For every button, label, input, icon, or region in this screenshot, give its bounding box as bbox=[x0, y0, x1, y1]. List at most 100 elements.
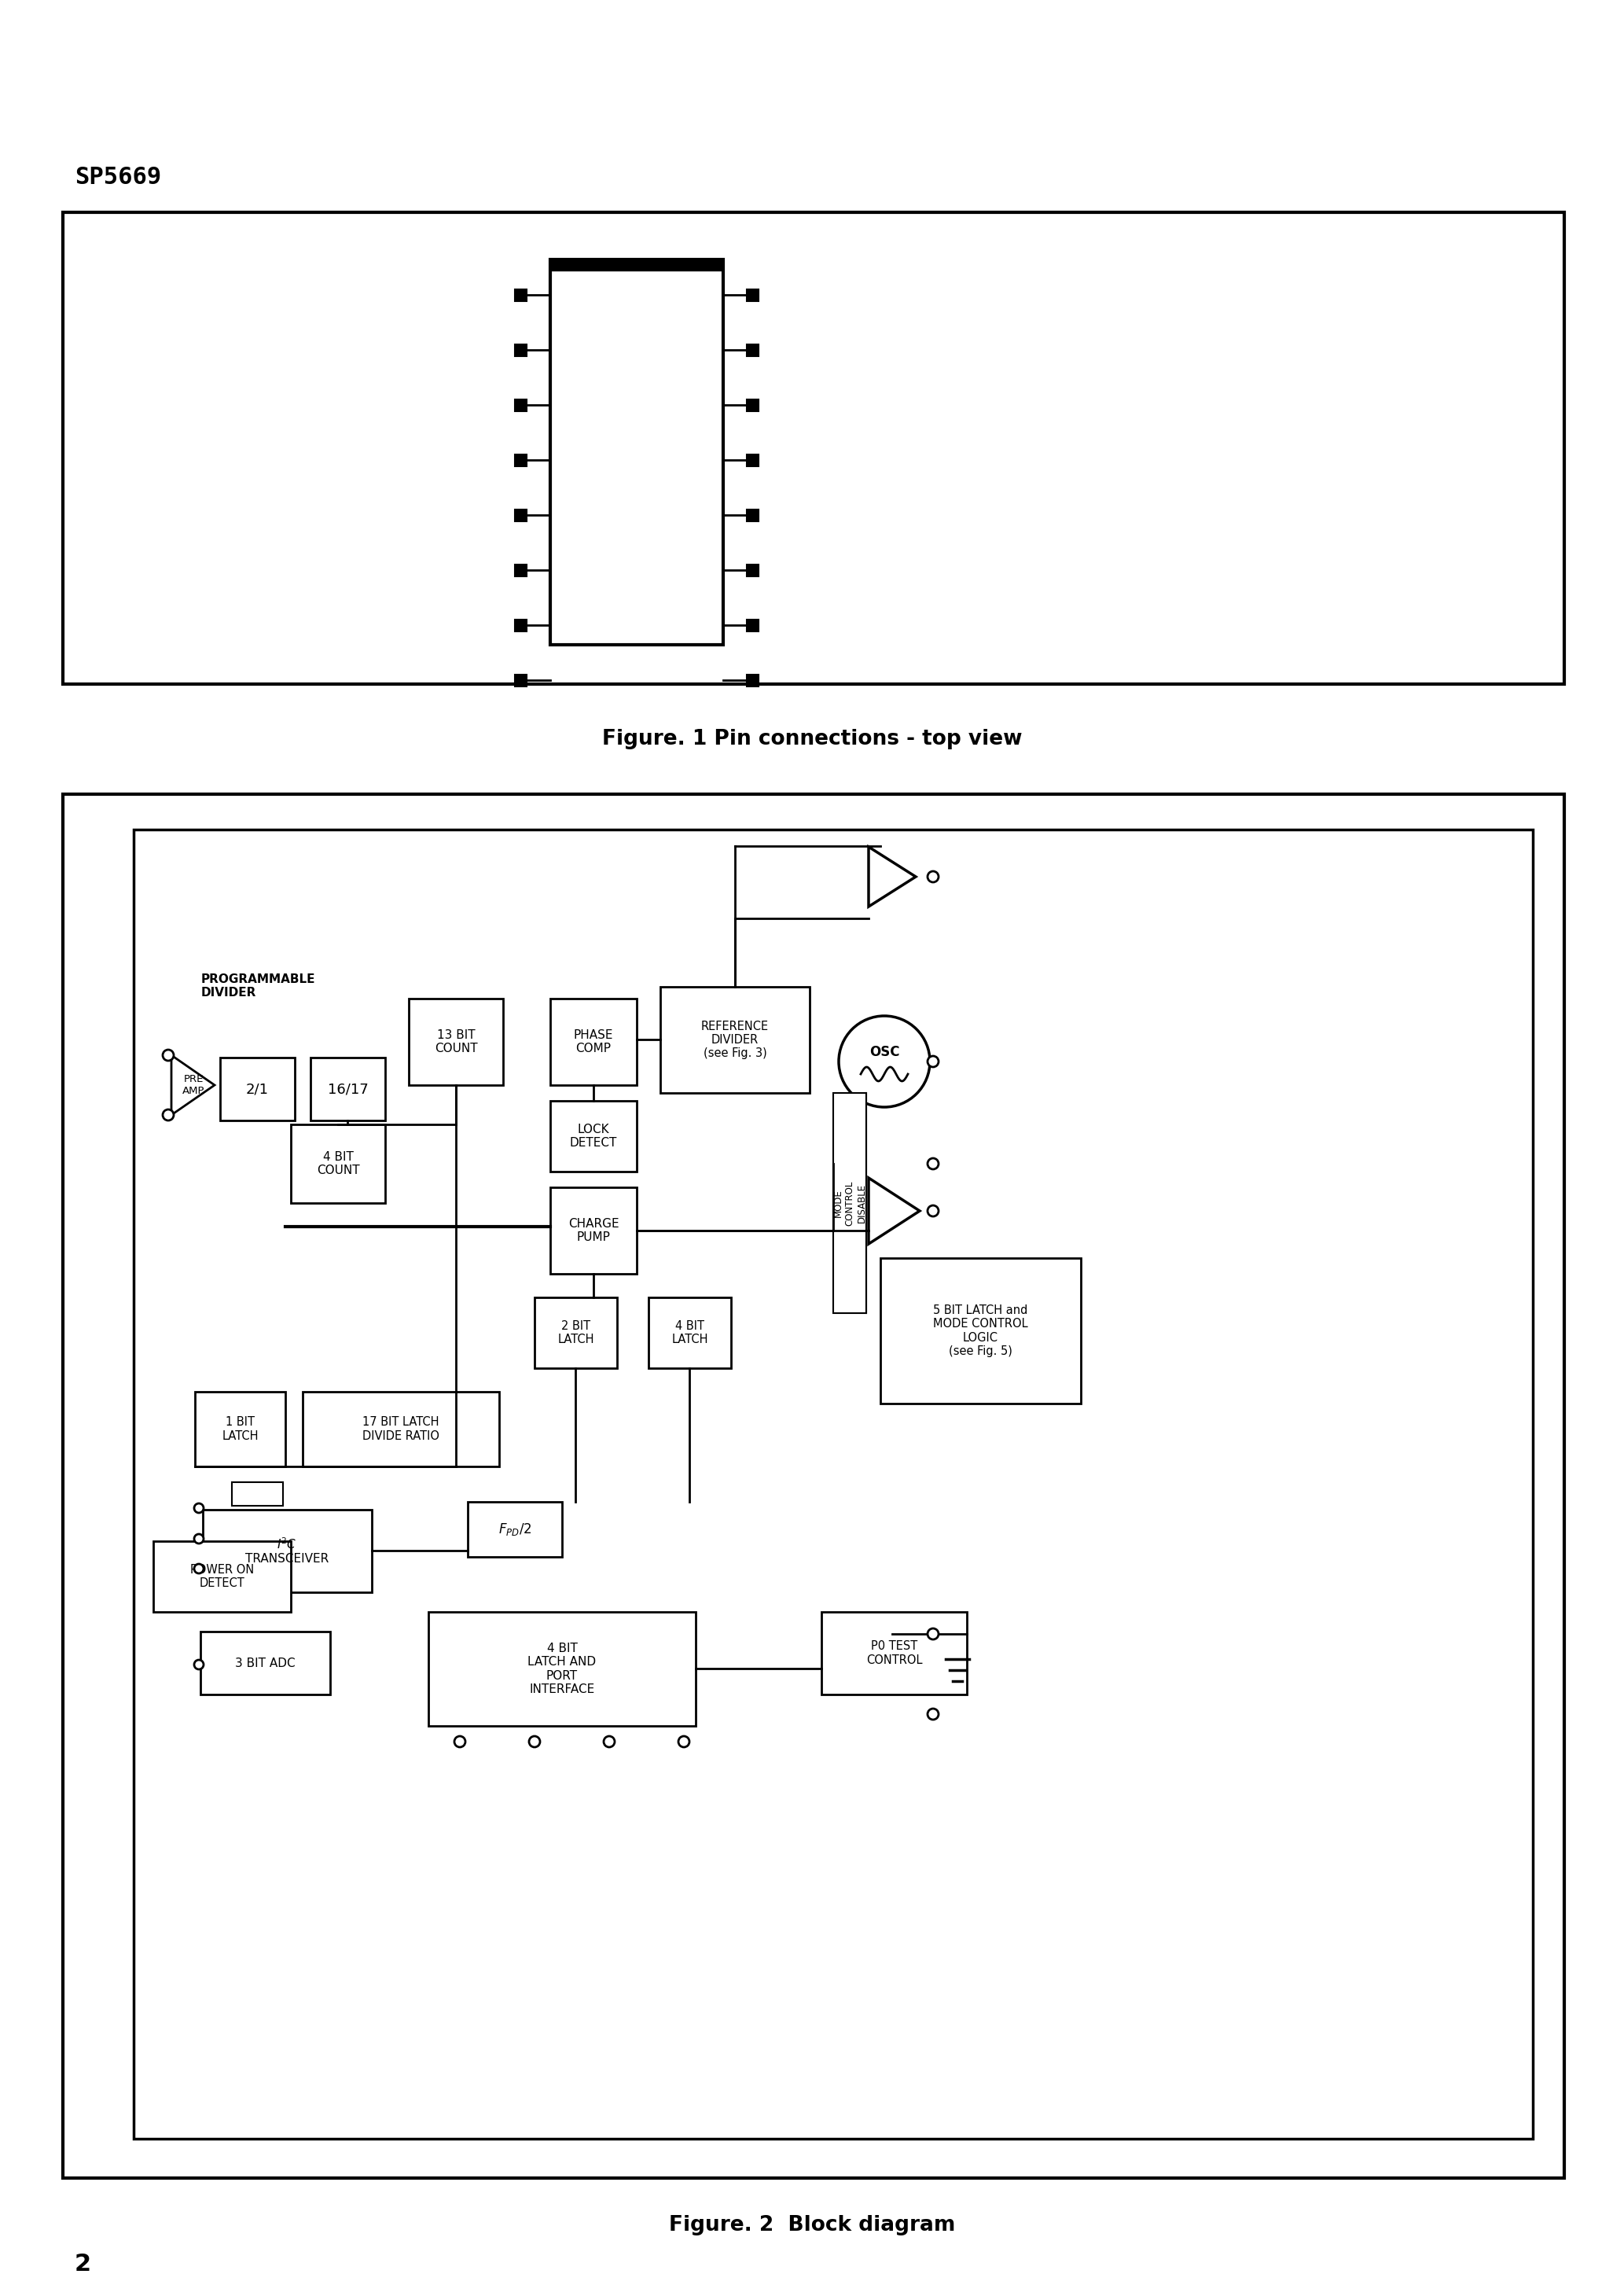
Text: CHARGE
PUMP: CHARGE PUMP bbox=[568, 1217, 619, 1244]
Text: $F_L$: $F_L$ bbox=[393, 1502, 406, 1518]
Bar bbox=[195, 1391, 286, 1467]
Bar bbox=[221, 1058, 296, 1120]
Text: 5: 5 bbox=[554, 510, 562, 521]
Text: PORT P2: PORT P2 bbox=[458, 675, 510, 687]
Polygon shape bbox=[172, 1056, 214, 1116]
Bar bbox=[515, 510, 526, 521]
Text: 1 BIT
LATCH: 1 BIT LATCH bbox=[222, 1417, 258, 1442]
Text: REF/COMP: REF/COMP bbox=[960, 870, 1023, 882]
Bar bbox=[648, 1297, 731, 1368]
Text: 13: 13 bbox=[158, 1029, 172, 1040]
Text: 17 BIT LATCH
DIVIDE RATIO: 17 BIT LATCH DIVIDE RATIO bbox=[362, 1417, 440, 1442]
Text: 11: 11 bbox=[179, 1644, 195, 1655]
Text: ADDRESS: ADDRESS bbox=[138, 1502, 195, 1513]
Bar bbox=[747, 289, 758, 301]
Text: MODE
CONTROL
DISABLE: MODE CONTROL DISABLE bbox=[833, 1180, 867, 1226]
Text: $F_{PD}/2$: $F_{PD}/2$ bbox=[499, 1522, 531, 1538]
Circle shape bbox=[195, 1660, 203, 1669]
Circle shape bbox=[679, 1736, 689, 1747]
Bar bbox=[310, 1058, 385, 1120]
Bar bbox=[747, 344, 758, 356]
Text: $V_{EE}$: $V_{EE}$ bbox=[963, 1626, 986, 1642]
Text: 10: 10 bbox=[705, 620, 719, 631]
Bar bbox=[63, 211, 1564, 684]
Bar bbox=[409, 999, 503, 1086]
Text: 2: 2 bbox=[939, 1056, 948, 1068]
Text: P0 TEST
CONTROL: P0 TEST CONTROL bbox=[866, 1639, 922, 1667]
Circle shape bbox=[927, 870, 939, 882]
Text: 1: 1 bbox=[554, 289, 562, 301]
Bar bbox=[291, 1125, 385, 1203]
Bar bbox=[133, 829, 1533, 2140]
Text: 3 BIT ADC: 3 BIT ADC bbox=[235, 1658, 296, 1669]
Text: SCL: SCL bbox=[487, 565, 510, 576]
Text: 14: 14 bbox=[705, 400, 719, 411]
Text: DRIVE: DRIVE bbox=[963, 1205, 1000, 1217]
Text: 3: 3 bbox=[554, 400, 562, 411]
Bar bbox=[515, 344, 526, 356]
Text: CHARGE
PUMP: CHARGE PUMP bbox=[960, 1150, 1012, 1176]
Circle shape bbox=[838, 1015, 931, 1107]
Text: 9: 9 bbox=[606, 1761, 614, 1773]
Bar bbox=[429, 1612, 695, 1727]
Text: 8: 8 bbox=[531, 1761, 539, 1773]
Text: SCL: SCL bbox=[138, 1564, 161, 1575]
Text: Vee: Vee bbox=[763, 344, 786, 356]
Circle shape bbox=[927, 1056, 939, 1068]
Bar bbox=[822, 1612, 966, 1694]
Text: $F_{ref}$: $F_{ref}$ bbox=[755, 967, 775, 983]
Text: 5 BIT LATCH and
MODE CONTROL
LOGIC
(see Fig. 5): 5 BIT LATCH and MODE CONTROL LOGIC (see … bbox=[934, 1304, 1028, 1357]
Text: PORT P1: PORT P1 bbox=[585, 1782, 635, 1793]
Text: 2: 2 bbox=[554, 344, 562, 356]
Circle shape bbox=[529, 1736, 541, 1747]
Bar bbox=[63, 794, 1564, 2179]
Text: 4 BIT
COUNT: 4 BIT COUNT bbox=[317, 1150, 359, 1176]
Text: PORT P1: PORT P1 bbox=[763, 675, 815, 687]
Bar bbox=[551, 999, 637, 1086]
Text: RF
INPUTS: RF INPUTS bbox=[138, 1052, 182, 1079]
Text: 2/1: 2/1 bbox=[247, 1081, 270, 1095]
Text: ADC: ADC bbox=[763, 565, 791, 576]
Bar bbox=[833, 1093, 866, 1313]
Bar bbox=[203, 1511, 372, 1591]
Bar bbox=[515, 455, 526, 466]
Text: $F_{comp}$: $F_{comp}$ bbox=[676, 967, 706, 983]
Text: 14: 14 bbox=[158, 1127, 172, 1139]
Text: REFERENCE
DIVIDER
(see Fig. 3): REFERENCE DIVIDER (see Fig. 3) bbox=[702, 1019, 768, 1058]
Text: PORT P0: PORT P0 bbox=[763, 620, 815, 631]
Text: 16/17: 16/17 bbox=[328, 1081, 369, 1095]
Circle shape bbox=[455, 1736, 466, 1747]
Text: 2 BIT
LATCH: 2 BIT LATCH bbox=[557, 1320, 594, 1345]
Text: SP5669: SP5669 bbox=[75, 165, 161, 188]
Text: 4 BIT
LATCH AND
PORT
INTERFACE: 4 BIT LATCH AND PORT INTERFACE bbox=[528, 1642, 596, 1694]
Text: MP16: MP16 bbox=[825, 650, 900, 673]
Bar bbox=[200, 1632, 330, 1694]
Text: PRE
AMP: PRE AMP bbox=[182, 1075, 205, 1095]
Text: CRYSTAL: CRYSTAL bbox=[960, 1056, 1013, 1068]
Text: $I^2C$
TRANSCEIVER: $I^2C$ TRANSCEIVER bbox=[245, 1536, 328, 1566]
Text: 7: 7 bbox=[456, 1761, 464, 1773]
Text: 16: 16 bbox=[939, 1205, 957, 1217]
Text: PHASE
COMP: PHASE COMP bbox=[573, 1029, 614, 1054]
Bar bbox=[515, 675, 526, 687]
Text: CRYSTAL: CRYSTAL bbox=[455, 344, 510, 356]
Bar bbox=[515, 400, 526, 411]
Text: REF/COMP: REF/COMP bbox=[445, 400, 510, 411]
Bar bbox=[661, 987, 810, 1093]
Bar bbox=[195, 951, 497, 1251]
Bar bbox=[747, 400, 758, 411]
Bar bbox=[747, 455, 758, 466]
Text: 5: 5 bbox=[182, 1518, 190, 1529]
Text: 9: 9 bbox=[711, 675, 719, 687]
Text: RF INPUT: RF INPUT bbox=[763, 400, 822, 411]
Polygon shape bbox=[869, 847, 916, 907]
Text: 4 BIT
LATCH: 4 BIT LATCH bbox=[671, 1320, 708, 1345]
Text: Figure. 2  Block diagram: Figure. 2 Block diagram bbox=[669, 2216, 955, 2236]
Text: $C_1, C_0$: $C_1, C_0$ bbox=[515, 1263, 528, 1293]
Bar bbox=[747, 620, 758, 631]
Circle shape bbox=[927, 1157, 939, 1169]
Text: POWER ON
DETECT: POWER ON DETECT bbox=[190, 1564, 253, 1589]
Bar bbox=[468, 1502, 562, 1557]
Bar bbox=[747, 510, 758, 521]
Text: 16: 16 bbox=[705, 289, 719, 301]
